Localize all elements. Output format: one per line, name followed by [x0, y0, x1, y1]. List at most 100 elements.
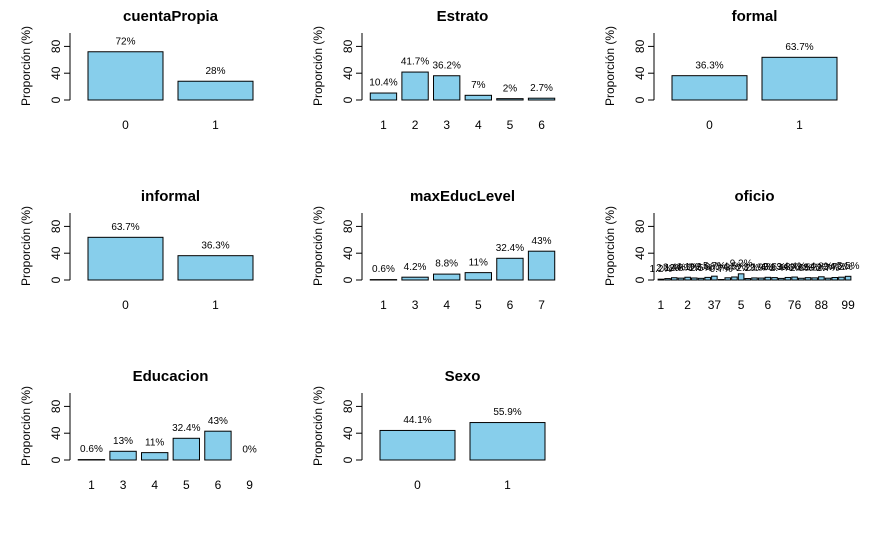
bar: [109, 450, 137, 461]
y-tick-label: 0: [341, 456, 355, 463]
value-label: 11%: [145, 437, 164, 448]
x-tick-label: 6: [538, 118, 545, 132]
value-label: 3.6%: [763, 262, 786, 273]
x-tick-label: 1: [658, 298, 665, 312]
x-tick-label: 0: [122, 298, 129, 312]
y-tick-label: 0: [49, 96, 63, 103]
y-tick-label: 0: [633, 96, 647, 103]
x-tick-label: 1: [796, 118, 803, 132]
value-label: 2.1%: [656, 263, 679, 274]
bar: [401, 276, 429, 281]
value-label: 41.7%: [401, 57, 429, 68]
x-tick-label: 1: [380, 298, 387, 312]
bar: [744, 278, 752, 281]
bar: [433, 75, 461, 101]
x-tick-label: 9: [246, 478, 253, 492]
y-tick-label: 80: [49, 219, 63, 233]
value-label: 4.4%: [783, 262, 806, 273]
y-tick-label: 80: [633, 219, 647, 233]
x-tick-label: 1: [212, 298, 219, 312]
x-tick-label: 5: [738, 298, 745, 312]
value-label: 1.2%: [650, 264, 673, 275]
value-label: 4.5%: [723, 262, 746, 273]
x-tick-label: 0: [706, 118, 713, 132]
bar: [751, 277, 758, 281]
value-label: 3.2%: [803, 262, 826, 273]
value-label: 43%: [532, 236, 552, 247]
value-label: 36.3%: [695, 60, 723, 71]
bar: [464, 94, 492, 101]
x-tick-label: 2: [412, 118, 419, 132]
x-tick-label: 1: [88, 478, 95, 492]
y-axis-label: Proporción (%): [19, 206, 33, 286]
value-label: 4.1%: [676, 262, 699, 273]
bar: [469, 422, 546, 461]
value-label: 4.2%: [404, 262, 427, 273]
y-tick-label: 0: [341, 276, 355, 283]
bar: [379, 429, 456, 461]
bar: [804, 277, 812, 281]
value-label: 3%: [687, 263, 702, 274]
bar: [824, 277, 832, 281]
value-label: 11%: [469, 257, 488, 268]
bar: [657, 278, 665, 281]
bar: [737, 273, 745, 281]
value-label: 36.2%: [433, 60, 461, 71]
bar: [496, 98, 524, 101]
x-tick-label: 3: [120, 478, 127, 492]
value-label: 32.4%: [172, 423, 200, 434]
y-axis-label: Proporción (%): [311, 386, 325, 466]
value-label: 3.8%: [777, 262, 800, 273]
value-label: 2.9%: [750, 263, 773, 274]
value-label: 5.7%: [703, 261, 726, 272]
bar: [87, 51, 164, 101]
value-label: 4%: [761, 262, 776, 273]
bar: [838, 276, 845, 281]
value-label: 5.5%: [837, 261, 860, 272]
bar: [141, 452, 169, 461]
value-label: 10.4%: [369, 78, 397, 89]
value-label: 2.8%: [670, 263, 693, 274]
bar: [818, 276, 825, 281]
bar: [496, 257, 524, 281]
x-tick-label: 4: [475, 118, 482, 132]
x-tick-label: 5: [183, 478, 190, 492]
bar: [464, 272, 492, 281]
bar: [761, 56, 838, 101]
value-label: 63.7%: [785, 42, 813, 53]
x-tick-label: 1: [504, 478, 511, 492]
x-tick-label: 3: [443, 118, 450, 132]
bar: [691, 277, 698, 281]
value-label: 2.5%: [690, 263, 713, 274]
value-label: 3.7%: [823, 262, 846, 273]
x-tick-label: 5: [507, 118, 514, 132]
value-label: 2.2%: [736, 263, 759, 274]
y-tick-label: 0: [341, 96, 355, 103]
bar: [844, 275, 852, 281]
bar: [771, 277, 778, 281]
value-label: 3.1%: [743, 263, 766, 274]
bar: [401, 71, 429, 101]
y-tick-label: 80: [633, 39, 647, 53]
y-tick-label: 0: [633, 276, 647, 283]
value-label: 2.7%: [817, 263, 840, 274]
bar: [777, 277, 785, 281]
bar: [671, 75, 748, 101]
x-tick-label: 4: [151, 478, 158, 492]
bar: [791, 276, 798, 281]
value-label: 0.6%: [372, 264, 395, 275]
x-tick-label: 99: [841, 298, 855, 312]
y-tick-label: 40: [49, 66, 63, 80]
y-axis-label: Proporción (%): [19, 26, 33, 106]
bar: [664, 278, 671, 281]
value-label: 43%: [208, 416, 228, 427]
chart-title: cuentaPropia: [123, 8, 219, 25]
chart-title: formal: [732, 8, 778, 25]
value-label: 55.9%: [493, 407, 521, 418]
value-label: 7%: [471, 80, 486, 91]
bar: [757, 277, 765, 281]
bar: [177, 80, 254, 101]
value-label: 0%: [242, 445, 257, 456]
bar: [784, 276, 792, 281]
